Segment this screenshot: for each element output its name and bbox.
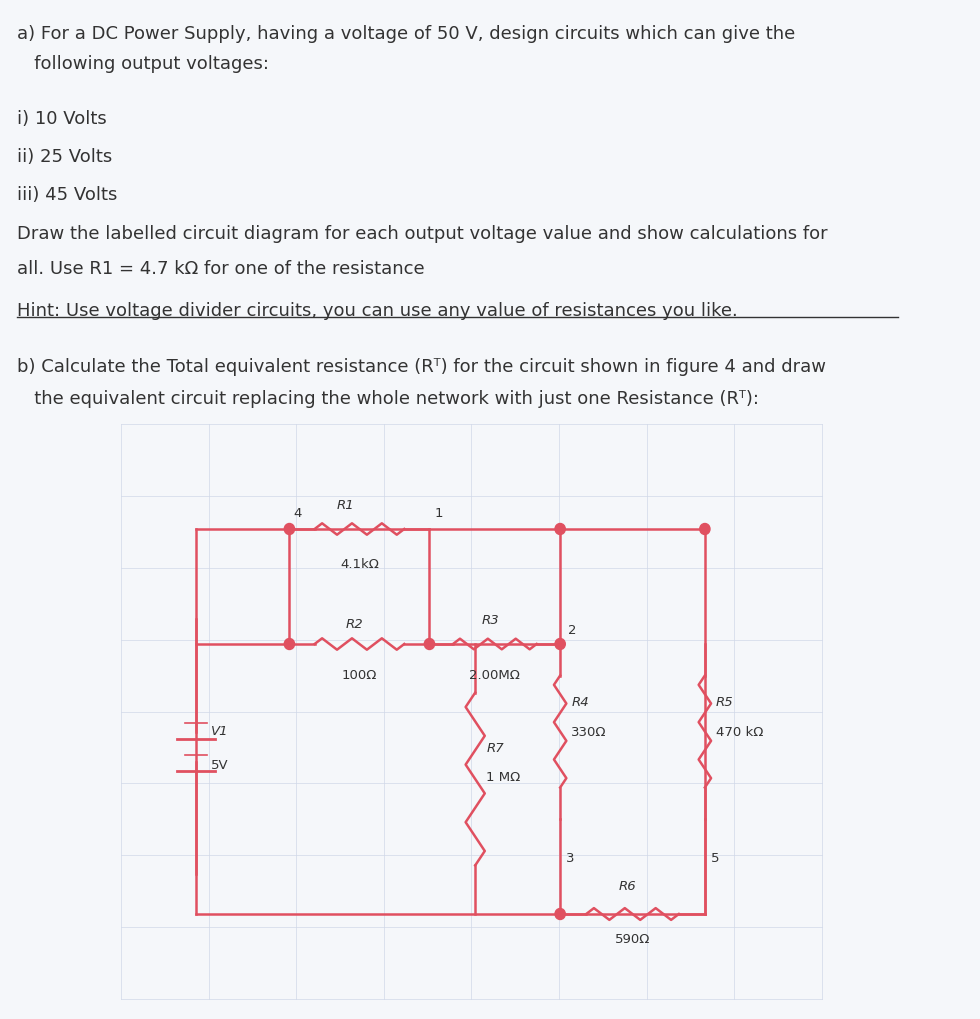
Circle shape (424, 639, 434, 650)
Text: 2: 2 (567, 624, 576, 637)
Circle shape (700, 524, 710, 535)
Text: 5: 5 (710, 851, 719, 864)
Circle shape (284, 524, 295, 535)
Text: the equivalent circuit replacing the whole network with just one Resistance (Rᵀ): the equivalent circuit replacing the who… (17, 389, 759, 408)
Text: i) 10 Volts: i) 10 Volts (17, 110, 107, 127)
Text: R3: R3 (481, 613, 499, 627)
Text: b) Calculate the Total equivalent resistance (Rᵀ) for the circuit shown in figur: b) Calculate the Total equivalent resist… (17, 358, 826, 376)
Text: R5: R5 (716, 695, 734, 708)
Circle shape (555, 639, 565, 650)
Text: R6: R6 (619, 879, 637, 892)
Text: 4: 4 (293, 506, 302, 520)
Text: 5V: 5V (211, 758, 228, 771)
Text: 4.1kΩ: 4.1kΩ (340, 557, 379, 571)
Text: Hint: Use voltage divider circuits, you can use any value of resistances you lik: Hint: Use voltage divider circuits, you … (17, 302, 738, 320)
Text: 330Ω: 330Ω (571, 726, 607, 739)
Text: 100Ω: 100Ω (342, 668, 377, 682)
Circle shape (555, 524, 565, 535)
Text: iii) 45 Volts: iii) 45 Volts (17, 185, 118, 204)
Text: all. Use R1 = 4.7 kΩ for one of the resistance: all. Use R1 = 4.7 kΩ for one of the resi… (17, 260, 424, 278)
Text: V1: V1 (211, 725, 228, 738)
Text: a) For a DC Power Supply, having a voltage of 50 V, design circuits which can gi: a) For a DC Power Supply, having a volta… (17, 25, 795, 43)
Text: 1: 1 (435, 506, 444, 520)
Text: Draw the labelled circuit diagram for each output voltage value and show calcula: Draw the labelled circuit diagram for ea… (17, 225, 827, 243)
Text: 3: 3 (565, 851, 574, 864)
Text: ii) 25 Volts: ii) 25 Volts (17, 148, 112, 166)
Text: R1: R1 (336, 498, 354, 512)
Text: 1 MΩ: 1 MΩ (486, 770, 520, 784)
Text: R7: R7 (486, 741, 504, 754)
Text: 470 kΩ: 470 kΩ (716, 726, 763, 739)
Text: R2: R2 (346, 618, 364, 631)
Text: 590Ω: 590Ω (614, 932, 650, 945)
Text: following output voltages:: following output voltages: (17, 55, 269, 73)
Text: R4: R4 (571, 695, 589, 708)
Circle shape (284, 639, 295, 650)
Text: 2.00MΩ: 2.00MΩ (469, 668, 520, 682)
Circle shape (555, 909, 565, 919)
